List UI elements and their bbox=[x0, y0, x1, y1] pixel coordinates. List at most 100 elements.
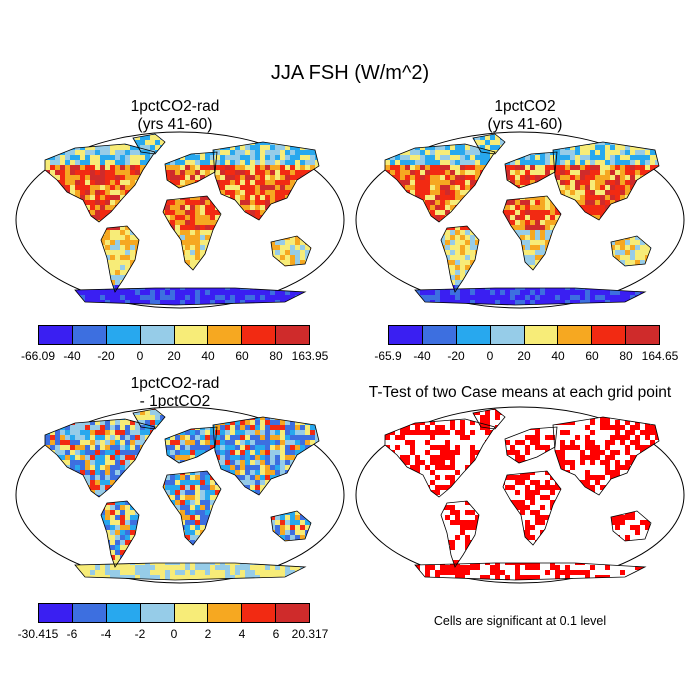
colorbar-swatch bbox=[208, 604, 243, 622]
coastline-au bbox=[610, 235, 652, 267]
coastline-af bbox=[162, 195, 222, 271]
colorbar-tick-label: 2 bbox=[204, 627, 212, 641]
panel-title-bl-line2: - 1pctCO2 bbox=[139, 393, 211, 410]
colorbar-bottom-left: -30.415 -6 -4 -2 0 2 4 6 20.317 bbox=[18, 603, 328, 643]
coastline-as bbox=[212, 141, 320, 221]
colorbar-tick-label: -40 bbox=[413, 349, 431, 363]
colorbar-tick-label: 40 bbox=[201, 349, 215, 363]
significance-note: Cells are significant at 0.1 level bbox=[433, 614, 607, 628]
colorbar-swatch bbox=[39, 604, 73, 622]
coastline-an bbox=[414, 562, 647, 581]
colorbar-swatch bbox=[174, 326, 209, 344]
panel-title-bl-line1: 1pctCO2-rad bbox=[130, 375, 220, 392]
colorbar-tick-label: 164.65 bbox=[641, 349, 679, 363]
colorbar-swatch bbox=[174, 604, 209, 622]
colorbar-tick-label: 20 bbox=[167, 349, 181, 363]
coastline-eu bbox=[164, 426, 218, 464]
map-bottom-right bbox=[355, 406, 685, 584]
colorbar-swatch bbox=[140, 326, 175, 344]
panel-title-br: T-Test of two Case means at each grid po… bbox=[355, 384, 685, 402]
coastline-sa bbox=[100, 225, 140, 293]
colorbar-swatch bbox=[72, 326, 107, 344]
coastline-gl bbox=[472, 133, 506, 155]
colorbar-tick-label: -4 bbox=[100, 627, 112, 641]
coastline-gl bbox=[132, 408, 166, 430]
colorbar-swatch bbox=[389, 326, 423, 344]
panel-title-tr: 1pctCO2 (yrs 41-60) bbox=[425, 98, 625, 134]
colorbar-tick-label: -6 bbox=[66, 627, 78, 641]
colorbar-tick-label: 20.317 bbox=[291, 627, 329, 641]
colorbar-swatch bbox=[456, 326, 491, 344]
coastline-na bbox=[384, 143, 496, 223]
coastline-na bbox=[44, 143, 156, 223]
coastline-gl bbox=[472, 408, 506, 430]
coastline-sa bbox=[440, 500, 480, 568]
coastline-au bbox=[270, 510, 312, 542]
coastline-sa bbox=[100, 500, 140, 568]
coastline-as bbox=[552, 141, 660, 221]
colorbar-swatch bbox=[558, 326, 593, 344]
coastline-gl bbox=[132, 133, 166, 155]
colorbar-swatch bbox=[626, 326, 659, 344]
map-top-left bbox=[15, 131, 345, 309]
panel-title-br-line1: T-Test of two Case means at each grid po… bbox=[368, 384, 672, 401]
coastline-an bbox=[414, 287, 647, 306]
coastline-as bbox=[552, 416, 660, 496]
colorbar-tick-label: 60 bbox=[585, 349, 599, 363]
colorbar-tick-label: -40 bbox=[63, 349, 81, 363]
coastline-af bbox=[502, 470, 562, 546]
colorbar-tick-label: 0 bbox=[136, 349, 144, 363]
colorbar-tick-label: -66.09 bbox=[20, 349, 56, 363]
panel-title-bl: 1pctCO2-rad - 1pctCO2 bbox=[75, 375, 275, 411]
colorbar-tick-label: 4 bbox=[238, 627, 246, 641]
coastline-an bbox=[74, 562, 307, 581]
colorbar-swatch bbox=[490, 326, 525, 344]
coastline-au bbox=[610, 510, 652, 542]
colorbar-tick-label: 20 bbox=[517, 349, 531, 363]
coastline-na bbox=[44, 418, 156, 498]
panel-title-tl-line1: 1pctCO2-rad bbox=[130, 98, 220, 115]
colorbar-tick-label: 163.95 bbox=[291, 349, 329, 363]
coastline-eu bbox=[504, 426, 558, 464]
colorbar-swatch bbox=[72, 604, 107, 622]
colorbar-tick-label: 80 bbox=[269, 349, 283, 363]
colorbar-swatch bbox=[39, 326, 73, 344]
colorbar-swatch bbox=[208, 326, 243, 344]
panel-title-tr-line2: (yrs 41-60) bbox=[487, 116, 563, 133]
colorbar-tick-label: -2 bbox=[134, 627, 146, 641]
coastline-as bbox=[212, 416, 320, 496]
colorbar-top-right-cells bbox=[388, 325, 660, 345]
figure-title: JJA FSH (W/m^2) bbox=[270, 62, 430, 84]
colorbar-swatch bbox=[106, 326, 141, 344]
panel-title-tl: 1pctCO2-rad (yrs 41-60) bbox=[75, 98, 275, 134]
colorbar-tick-label: 60 bbox=[235, 349, 249, 363]
colorbar-swatch bbox=[140, 604, 175, 622]
map-bottom-left bbox=[15, 406, 345, 584]
map-top-right bbox=[355, 131, 685, 309]
colorbar-swatch bbox=[422, 326, 457, 344]
colorbar-tick-label: -20 bbox=[447, 349, 465, 363]
colorbar-swatch bbox=[524, 326, 559, 344]
colorbar-tick-label: -30.415 bbox=[17, 627, 59, 641]
coastline-na bbox=[384, 418, 496, 498]
colorbar-swatch bbox=[106, 604, 141, 622]
coastline-sa bbox=[440, 225, 480, 293]
colorbar-swatch bbox=[276, 326, 309, 344]
colorbar-tick-label: -65.9 bbox=[374, 349, 402, 363]
colorbar-bottom-left-cells bbox=[38, 603, 310, 623]
colorbar-tick-label: 0 bbox=[170, 627, 178, 641]
colorbar-tick-label: -20 bbox=[97, 349, 115, 363]
coastline-af bbox=[502, 195, 562, 271]
colorbar-top-right: -65.9 -40 -20 0 20 40 60 80 164.65 bbox=[374, 325, 678, 365]
coastline-an bbox=[74, 287, 307, 306]
colorbar-tick-label: 6 bbox=[272, 627, 280, 641]
colorbar-swatch bbox=[592, 326, 627, 344]
colorbar-tick-label: 40 bbox=[551, 349, 565, 363]
panel-title-tl-line2: (yrs 41-60) bbox=[137, 116, 213, 133]
colorbar-swatch bbox=[242, 326, 277, 344]
coastline-eu bbox=[164, 151, 218, 189]
colorbar-tick-label: 80 bbox=[619, 349, 633, 363]
panel-title-tr-line1: 1pctCO2 bbox=[494, 98, 556, 115]
colorbar-swatch bbox=[276, 604, 309, 622]
colorbar-swatch bbox=[242, 604, 277, 622]
